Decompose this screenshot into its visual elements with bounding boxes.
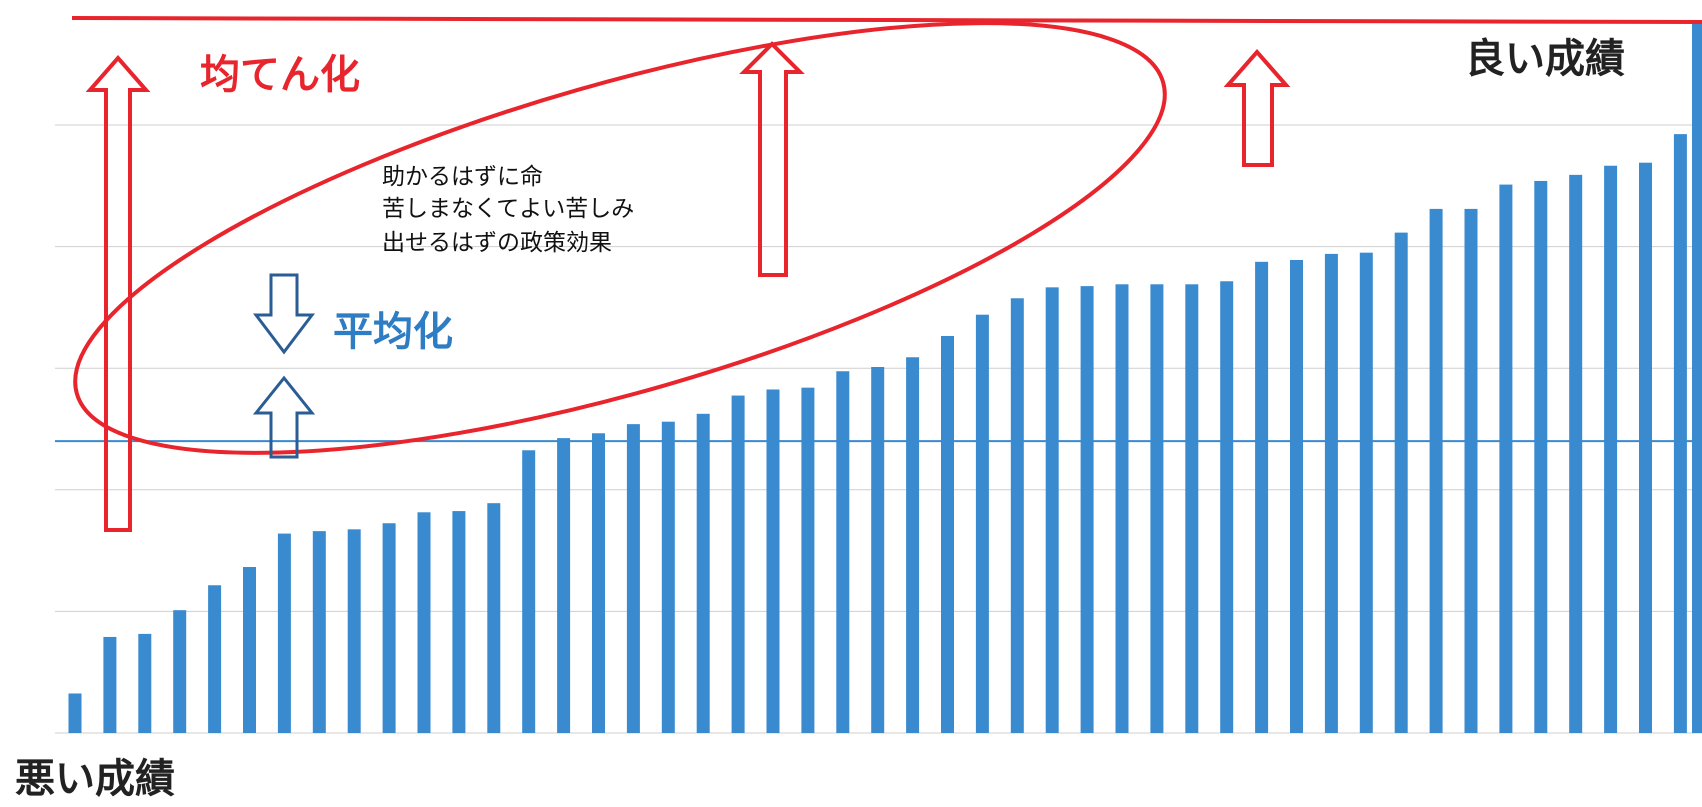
bar <box>1324 253 1338 733</box>
bar <box>801 387 815 733</box>
bar <box>1010 298 1024 733</box>
bar <box>1569 174 1583 733</box>
bar <box>1045 287 1059 733</box>
bar <box>1673 134 1687 733</box>
bar <box>696 413 710 733</box>
bar <box>1464 208 1478 734</box>
bar <box>277 533 291 733</box>
bar <box>661 421 675 733</box>
bar <box>1185 284 1199 733</box>
equalization-arrow-right <box>1223 48 1291 167</box>
good-results-label: 良い成績 <box>1465 36 1625 82</box>
bar <box>592 433 605 733</box>
bar <box>1499 184 1513 734</box>
bar <box>68 693 82 733</box>
bar <box>941 335 954 733</box>
bar <box>975 314 989 733</box>
bar <box>626 424 640 733</box>
bar <box>103 636 117 733</box>
bar <box>1394 232 1408 733</box>
bar <box>731 395 745 733</box>
bar <box>1604 165 1618 734</box>
averaging-label: 平均化 <box>333 309 453 355</box>
equalization-label: 均てん化 <box>200 52 360 98</box>
bar <box>312 531 326 733</box>
bar <box>1534 180 1548 733</box>
bar <box>487 503 501 733</box>
bar <box>1359 252 1373 733</box>
bar <box>138 633 152 733</box>
equalization-arrow-left <box>85 54 151 532</box>
note-line-3: 出せるはずの政策効果 <box>382 230 612 256</box>
note-line-2: 苦しまなくてよい苦しみ <box>382 196 634 222</box>
equalization-arrow-middle <box>739 41 805 277</box>
bar <box>243 567 256 733</box>
bar <box>871 366 885 733</box>
bar <box>452 511 466 733</box>
bar <box>836 371 850 733</box>
bar <box>766 389 780 733</box>
averaging-arrow-down <box>252 273 316 355</box>
bar <box>1429 208 1443 734</box>
gap-ellipse <box>73 21 1167 455</box>
bar <box>382 523 396 733</box>
bar <box>1692 22 1702 733</box>
bar <box>1150 284 1164 733</box>
bar <box>522 450 536 733</box>
bar <box>1080 286 1094 733</box>
bar <box>208 585 222 733</box>
bar <box>1639 162 1652 734</box>
bars <box>68 22 1702 734</box>
bar <box>173 610 187 733</box>
averaging-arrow-up <box>252 375 316 459</box>
bar <box>417 512 431 733</box>
bar <box>1290 259 1303 733</box>
bar <box>906 357 920 733</box>
bar <box>557 438 571 733</box>
target-line <box>71 16 1702 24</box>
bad-results-label: 悪い成績 <box>15 756 175 802</box>
note-line-1: 助かるはずに命 <box>382 164 543 190</box>
bar <box>347 529 361 733</box>
bar <box>1220 281 1234 733</box>
bar <box>1115 284 1129 733</box>
bar <box>1255 261 1269 733</box>
